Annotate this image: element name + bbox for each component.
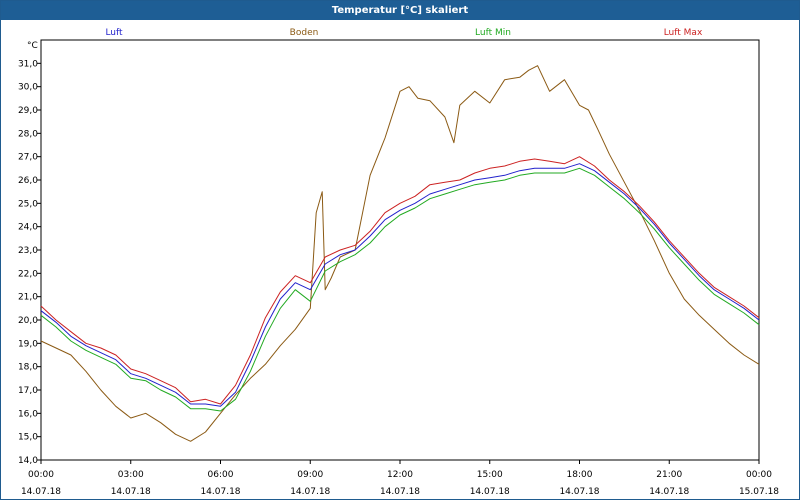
legend-entry: Luft Min: [475, 28, 511, 38]
y-tick-label: 21,0: [18, 293, 38, 303]
plot-frame: [40, 39, 760, 461]
legend-entry: Boden: [290, 28, 319, 38]
x-tick-time: 00:00: [746, 470, 772, 480]
y-tick-label: 26,0: [18, 176, 38, 186]
chart-title: Temperatur [°C] skaliert: [1, 1, 799, 20]
series-line: [40, 65, 760, 442]
legend: Luft Boden Luft Min Luft Max: [105, 28, 703, 38]
series-line: [40, 167, 760, 412]
x-tick-time: 15:00: [477, 470, 503, 480]
y-tick-label: 15,0: [18, 433, 38, 443]
x-tick-date: 14.07.18: [200, 487, 240, 497]
x-tick-date: 14.07.18: [559, 487, 599, 497]
y-tick-label: 23,0: [18, 246, 38, 256]
x-tick-date: 14.07.18: [380, 487, 420, 497]
x-tick-time: 09:00: [297, 470, 323, 480]
x-tick-time: 06:00: [208, 470, 234, 480]
axes: 14,0 15,0 16,0 17,0 18,0 19,0 20,0 21,0 22,0 23,0…: [18, 39, 779, 497]
y-tick-label: 29,0: [18, 106, 38, 116]
y-tick-label: 20,0: [18, 316, 38, 326]
x-tick-time: 00:00: [28, 470, 54, 480]
x-tick-date: 14.07.18: [111, 487, 151, 497]
y-tick-label: 31,0: [18, 59, 38, 69]
series-lines: [40, 65, 760, 442]
y-tick-label: 18,0: [18, 363, 38, 373]
y-tick-label: 28,0: [18, 129, 38, 139]
x-tick-time: 12:00: [387, 470, 413, 480]
y-tick-label: 22,0: [18, 269, 38, 279]
x-tick-date: 14.07.18: [649, 487, 689, 497]
x-tick-time: 21:00: [656, 470, 682, 480]
x-tick-date: 15.07.18: [739, 487, 779, 497]
y-tick-label: 19,0: [18, 339, 38, 349]
x-tick-date: 14.07.18: [21, 487, 61, 497]
y-tick-label: 24,0: [18, 223, 38, 233]
legend-entry: Luft Max: [664, 28, 703, 38]
legend-entry: Luft: [105, 28, 123, 38]
x-tick-time: 03:00: [118, 470, 144, 480]
x-tick-date: 14.07.18: [290, 487, 330, 497]
series-line: [40, 163, 760, 407]
y-tick-label: 17,0: [18, 386, 38, 396]
y-tick-label: 27,0: [18, 153, 38, 163]
y-tick-label: 25,0: [18, 199, 38, 209]
y-tick-label: 14,0: [18, 456, 38, 466]
y-tick-label: 30,0: [18, 83, 38, 93]
x-tick-time: 18:00: [567, 470, 593, 480]
temperature-chart: Luft Boden Luft Min Luft Max 14,0 15,0 16,0 17…: [18, 28, 779, 497]
y-axis-label: °C: [27, 41, 38, 51]
x-tick-date: 14.07.18: [470, 487, 510, 497]
y-tick-label: 16,0: [18, 409, 38, 419]
series-line: [40, 156, 760, 405]
